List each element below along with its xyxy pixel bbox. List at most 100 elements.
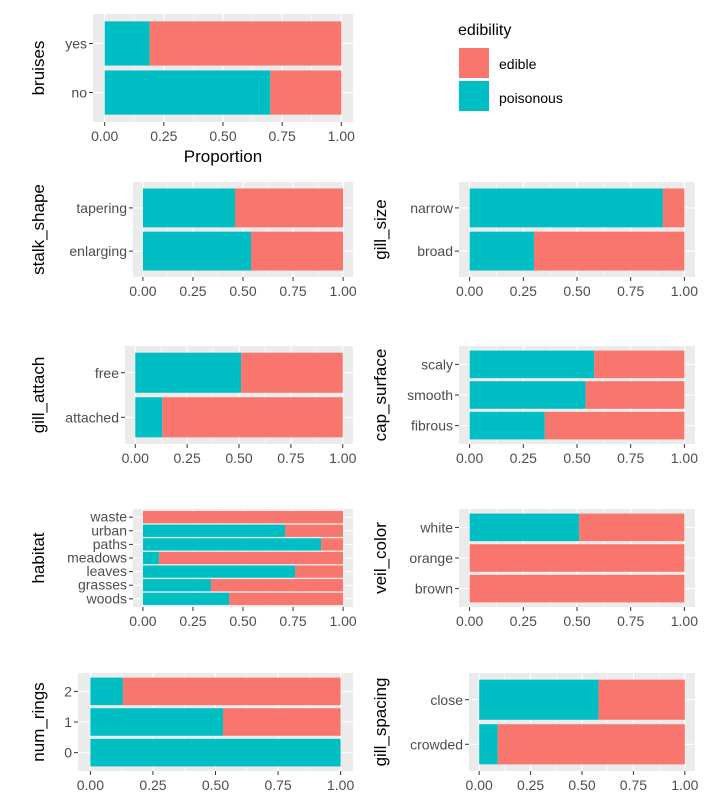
x-tick-label: 0.25 <box>510 283 537 299</box>
x-tick-label: 0.50 <box>563 283 590 299</box>
bar-poisonous-close <box>479 679 599 720</box>
y-tick-label: brown <box>415 581 453 597</box>
x-tick-label: 0.75 <box>279 283 306 299</box>
legend-label-edible: edible <box>499 56 537 72</box>
bar-edible-free <box>241 352 343 393</box>
bar-edible-fibrous <box>544 411 685 440</box>
y-axis-title: cap_surface <box>371 349 390 442</box>
legend-key-edible <box>459 48 489 78</box>
panel-num-rings: 2 1 0 0.00 0.25 0.50 0.75 1.00 num_rings <box>29 673 354 793</box>
y-tick-label: attached <box>65 409 119 425</box>
x-tick-label: 0.75 <box>617 283 644 299</box>
x-tick-label: 0.00 <box>129 613 156 629</box>
y-tick-label: free <box>95 365 119 381</box>
y-tick-label: fibrous <box>411 418 453 434</box>
bar-edible-1 <box>223 708 341 736</box>
bar-poisonous-urban <box>142 524 286 537</box>
bar-poisonous-crowded <box>479 724 498 765</box>
bar-edible-scaly <box>594 350 685 379</box>
bar-edible-smooth <box>585 381 685 409</box>
y-axis-title: gill_attach <box>29 357 48 434</box>
y-tick-label: 1 <box>64 714 72 730</box>
panel-bruises: yes no 0.00 0.25 0.50 0.75 1.00 bruises Proporti… <box>29 14 355 166</box>
bar-poisonous-white <box>469 513 580 542</box>
legend-key-poisonous <box>459 81 489 111</box>
bar-poisonous-enlarging <box>142 231 252 271</box>
bar-edible-2 <box>122 677 341 706</box>
x-tick-label: 0.25 <box>179 283 206 299</box>
bar-edible-enlarging <box>251 231 344 271</box>
bar-poisonous-scaly <box>469 350 595 379</box>
y-tick-label: enlarging <box>69 243 127 259</box>
bar-edible-leaves <box>295 565 344 578</box>
bar-edible-broad <box>534 231 685 271</box>
bar-poisonous-paths <box>142 538 322 551</box>
x-tick-label: 0.50 <box>229 283 256 299</box>
bar-edible-crowded <box>497 724 685 765</box>
x-axis-title: Proportion <box>184 147 262 166</box>
x-tick-label: 1.00 <box>329 613 356 629</box>
x-tick-label: 0.50 <box>229 613 256 629</box>
y-tick-label: smooth <box>407 387 453 403</box>
y-tick-label: leaves <box>87 563 127 579</box>
bar-poisonous-woods <box>142 592 229 605</box>
x-tick-label: 1.00 <box>671 777 698 793</box>
y-axis-title: habitat <box>29 532 48 583</box>
y-tick-label: tapering <box>76 200 127 216</box>
x-tick-label: 0.75 <box>279 613 306 629</box>
y-tick-label: narrow <box>410 200 454 216</box>
bar-poisonous-smooth <box>469 381 586 409</box>
bar-poisonous-yes <box>104 21 150 66</box>
y-tick-label: scaly <box>421 356 453 372</box>
x-tick-label: 0.00 <box>456 613 483 629</box>
x-tick-label: 0.50 <box>209 128 236 144</box>
x-tick-label: 0.00 <box>91 128 118 144</box>
legend: edibility edible poisonous <box>458 22 563 111</box>
bar-poisonous-meadows <box>142 551 159 565</box>
bar-poisonous-tapering <box>142 188 235 228</box>
x-tick-label: 0.25 <box>179 613 206 629</box>
y-tick-label: white <box>419 519 453 535</box>
bar-poisonous-0 <box>90 738 341 767</box>
bar-edible-waste <box>142 511 344 524</box>
y-tick-label: close <box>430 692 463 708</box>
bar-poisonous-1 <box>90 708 224 736</box>
y-tick-label: no <box>71 85 87 101</box>
bar-edible-close <box>598 679 685 720</box>
y-axis-title: bruises <box>29 41 48 96</box>
x-tick-label: 0.50 <box>563 613 590 629</box>
x-tick-label: 0.75 <box>617 450 644 466</box>
y-tick-label: urban <box>91 522 127 538</box>
y-tick-label: grasses <box>78 577 127 593</box>
x-tick-label: 0.25 <box>510 613 537 629</box>
x-tick-label: 1.00 <box>671 613 698 629</box>
y-tick-label: paths <box>93 536 127 552</box>
bar-edible-brown <box>469 574 685 603</box>
x-tick-label: 1.00 <box>328 128 355 144</box>
x-tick-label: 1.00 <box>671 450 698 466</box>
bar-poisonous-fibrous <box>469 411 545 440</box>
bar-poisonous-free <box>135 352 242 393</box>
y-tick-label: yes <box>65 35 87 51</box>
y-tick-label: meadows <box>67 550 127 566</box>
x-tick-label: 0.50 <box>563 450 590 466</box>
x-tick-label: 0.00 <box>129 283 156 299</box>
x-tick-label: 0.00 <box>456 450 483 466</box>
y-axis-title: veil_color <box>371 522 390 594</box>
x-tick-label: 0.25 <box>510 450 537 466</box>
y-tick-label: orange <box>409 550 453 566</box>
panel-gill-size: narrow broad 0.00 0.25 0.50 0.75 1.00 gill_size <box>371 182 698 299</box>
x-tick-label: 0.75 <box>617 613 644 629</box>
panel-stalk-shape: tapering enlarging 0.00 0.25 0.50 0.75 1.00 sta… <box>29 182 357 299</box>
x-tick-label: 1.00 <box>327 777 354 793</box>
x-tick-label: 0.00 <box>77 777 104 793</box>
x-tick-label: 1.00 <box>329 450 356 466</box>
bar-edible-white <box>579 513 685 542</box>
bar-edible-attached <box>162 397 343 438</box>
bar-edible-tapering <box>234 188 344 228</box>
bar-poisonous-narrow <box>469 188 663 228</box>
y-axis-title: gill_size <box>371 199 390 259</box>
y-axis-title: stalk_shape <box>29 184 48 275</box>
